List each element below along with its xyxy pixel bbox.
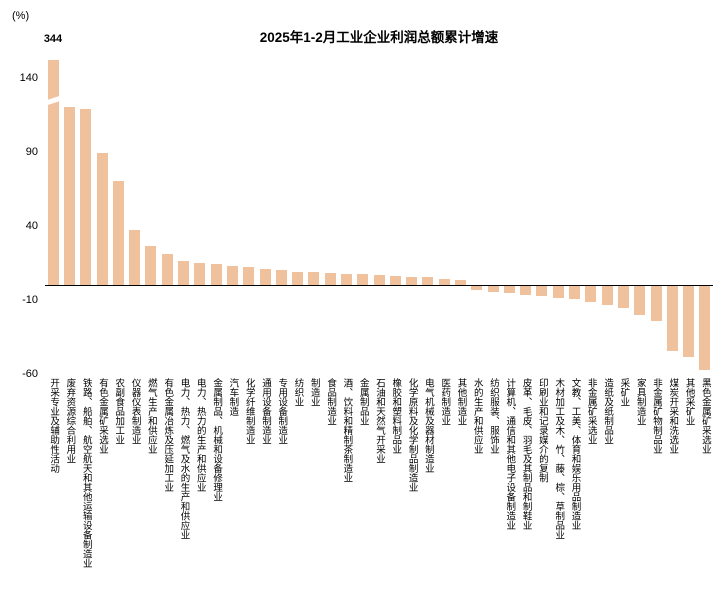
bar xyxy=(389,275,401,285)
x-axis-category-label: 废弃资源综合利用业 xyxy=(64,378,76,464)
bar xyxy=(324,273,336,285)
x-axis-category-label: 仪器仪表制造业 xyxy=(129,378,141,445)
bar xyxy=(487,285,499,292)
x-axis-category-label: 化学纤维制造业 xyxy=(243,378,255,445)
x-axis-category-label: 计算机、通信和其他电子设备制造业 xyxy=(504,378,516,530)
bar xyxy=(194,262,206,285)
bar xyxy=(145,246,157,285)
bar xyxy=(585,285,597,303)
bar xyxy=(357,274,369,285)
x-axis-category-label: 金属制品、机械和设备修理业 xyxy=(211,378,223,502)
zero-axis-line xyxy=(45,284,713,286)
bar xyxy=(471,285,483,291)
bar xyxy=(112,181,124,285)
bar xyxy=(617,285,629,308)
x-axis-category-label: 水的生产和供应业 xyxy=(471,378,483,454)
x-axis-category-label: 有色金属矿采选业 xyxy=(97,378,108,454)
x-axis-category-label: 电力、热力的生产和供应业 xyxy=(194,378,206,492)
x-axis-category-label: 其他采矿业 xyxy=(683,378,695,426)
x-axis-category-label: 开采专业及辅助性活动 xyxy=(48,378,60,473)
bar xyxy=(503,285,515,294)
y-axis-unit-label: (%) xyxy=(12,10,30,22)
x-axis-category-label: 造纸及纸制品业 xyxy=(602,378,614,445)
y-axis-tick-label: -10 xyxy=(22,293,38,306)
x-axis-category-label: 铁路、船舶、航空航天和其他运输设备制造业 xyxy=(80,378,92,568)
x-axis-category-label: 食品制造业 xyxy=(325,378,337,426)
x-axis-category-label: 采矿业 xyxy=(618,378,630,407)
x-axis-category-label: 煤炭开采和洗选业 xyxy=(667,378,679,454)
x-axis-category-label: 橡胶和塑料制品业 xyxy=(390,378,402,454)
bar xyxy=(80,108,92,285)
bar xyxy=(520,285,532,295)
x-axis-category-label: 医药制造业 xyxy=(439,378,451,426)
x-axis-category-label: 印刷业和记录媒介的复制 xyxy=(536,378,548,483)
bar xyxy=(373,275,385,285)
bar xyxy=(96,153,108,285)
x-axis-category-label: 家具制造业 xyxy=(634,378,646,426)
chart-title: 2025年1-2月工业企业利润总额累计增速 xyxy=(259,30,499,45)
bar xyxy=(178,261,189,285)
bar xyxy=(650,285,662,322)
x-axis-labels: 开采专业及辅助性活动 废弃资源综合利用业 铁路、船舶、航空航天和其他运输设备制造业有… xyxy=(0,378,723,605)
bar xyxy=(292,271,303,285)
axis-break-value-label: 344 xyxy=(43,33,63,45)
x-axis-category-label: 金属制品业 xyxy=(357,378,369,426)
bar xyxy=(275,270,287,285)
bar xyxy=(406,276,418,285)
bar xyxy=(161,253,173,285)
x-axis-category-label: 木材加工及木、竹、藤、棕、草制品业 xyxy=(553,378,565,540)
plot-area xyxy=(44,48,713,381)
y-axis-tick-label: -60 xyxy=(22,367,38,380)
bar xyxy=(569,285,580,300)
x-axis-category-label: 黑色金属矿采选业 xyxy=(699,378,711,454)
x-axis-category-label: 非金属矿采选业 xyxy=(585,378,597,445)
bar xyxy=(536,285,548,297)
x-axis-category-label: 酒、饮料和精制茶制造业 xyxy=(341,378,353,483)
x-axis-category-label: 燃气生产和供应业 xyxy=(145,378,157,454)
y-axis-tick-label: 140 xyxy=(19,71,38,84)
bar xyxy=(552,285,564,298)
x-axis-category-label: 有色金属冶炼及压延加工业 xyxy=(162,378,174,492)
bar xyxy=(210,264,222,285)
bar xyxy=(226,265,238,285)
x-axis-category-label: 农副食品加工业 xyxy=(113,378,125,445)
x-axis-category-label: 石油和天然气开采业 xyxy=(374,378,385,464)
bar xyxy=(259,268,271,285)
bar xyxy=(683,285,695,357)
bar xyxy=(243,267,255,285)
bar xyxy=(422,277,434,285)
bar xyxy=(455,280,466,285)
x-axis-category-label: 文教、工美、体育和娱乐用品制造业 xyxy=(569,378,581,530)
x-axis-category-label: 其他制造业 xyxy=(455,378,467,426)
x-axis-category-label: 非金属矿物制品业 xyxy=(651,378,662,454)
bar xyxy=(308,272,320,285)
bar xyxy=(340,273,352,285)
y-axis-tick-label: 90 xyxy=(25,145,38,158)
x-axis-category-label: 专用设备制造业 xyxy=(276,378,288,445)
bar xyxy=(634,285,646,316)
y-axis: 140 90 40 -10 -60 xyxy=(0,0,40,400)
x-axis-category-label: 化学原料及化学制品制造业 xyxy=(406,378,418,492)
bar xyxy=(666,285,678,351)
x-axis-category-label: 电力、热力、燃气及水的生产和供应业 xyxy=(178,378,190,540)
bar xyxy=(63,107,75,285)
bar xyxy=(699,285,711,371)
x-axis-category-label: 通用设备制造业 xyxy=(260,378,271,445)
bar xyxy=(438,278,450,285)
x-axis-category-label: 纺织业 xyxy=(292,378,304,407)
x-axis-category-label: 电气机械及器材制造业 xyxy=(422,378,434,473)
x-axis-category-label: 皮革、毛皮、羽毛及其制品和制鞋业 xyxy=(520,378,532,530)
x-axis-category-label: 制造业 xyxy=(308,378,320,407)
bar xyxy=(129,230,141,285)
bar xyxy=(47,59,59,285)
y-axis-tick-label: 40 xyxy=(25,219,38,232)
x-axis-category-label: 纺织服装、服饰业 xyxy=(488,378,499,454)
bar xyxy=(601,285,613,305)
x-axis-category-label: 汽车制造 xyxy=(227,378,239,416)
